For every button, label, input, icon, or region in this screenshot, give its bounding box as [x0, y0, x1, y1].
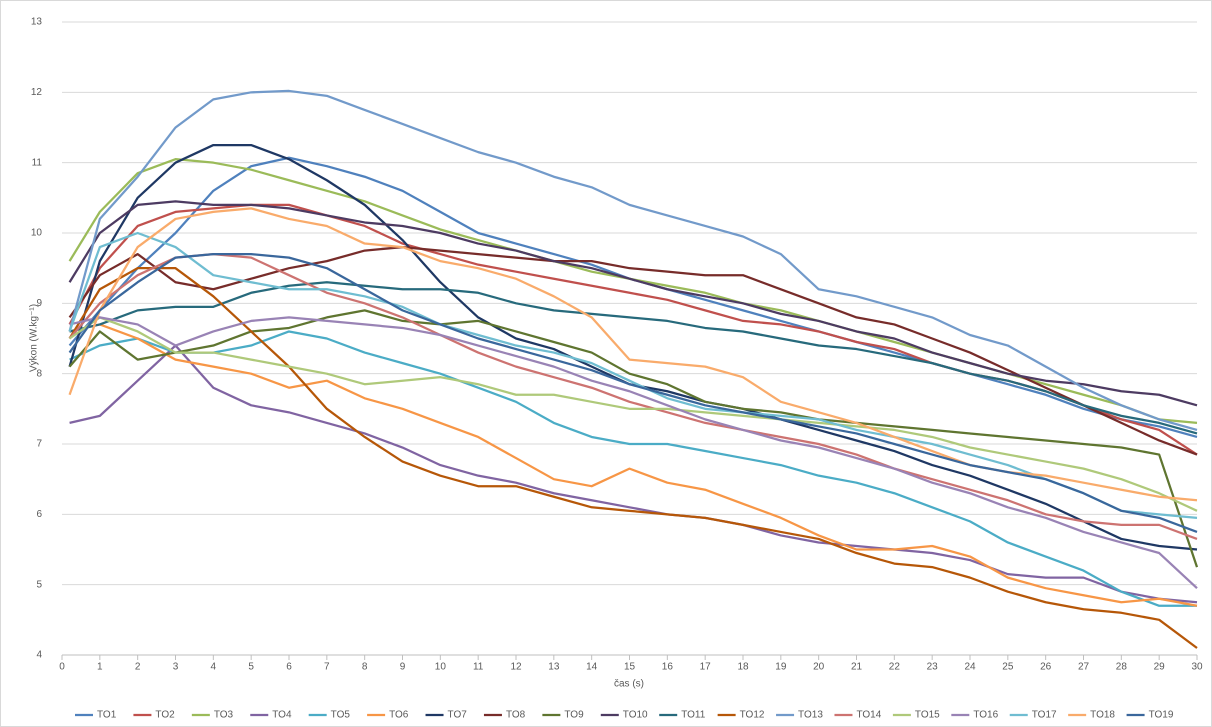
series-line — [69, 323, 1198, 607]
legend-label: TO12 — [740, 710, 765, 721]
x-tick-label: 13 — [548, 662, 560, 673]
x-tick-label: 5 — [248, 662, 254, 673]
x-tick-label: 19 — [775, 662, 787, 673]
legend-label: TO3 — [214, 710, 234, 721]
legend-label: TO9 — [564, 710, 584, 721]
series-line — [68, 200, 1198, 407]
y-tick-label: 4 — [36, 650, 42, 661]
legend-label: TO5 — [331, 710, 351, 721]
x-tick-label: 29 — [1154, 662, 1166, 673]
x-axis-label: čas (s) — [614, 679, 644, 690]
x-tick-label: 6 — [286, 662, 292, 673]
x-tick-label: 23 — [927, 662, 939, 673]
series-line — [69, 330, 1197, 607]
legend-label: TO14 — [856, 710, 881, 721]
x-tick-label: 8 — [362, 662, 368, 673]
legend-label: TO10 — [623, 710, 648, 721]
x-tick-label: 15 — [624, 662, 636, 673]
series-line — [68, 316, 1198, 512]
legend-label: TO18 — [1090, 710, 1115, 721]
series-line — [69, 344, 1198, 604]
x-tick-label: 30 — [1191, 662, 1203, 673]
y-axis-label: Výkon (W.kg⁻¹) — [29, 304, 40, 372]
legend-label: TO4 — [272, 710, 292, 721]
legend-label: TO19 — [1149, 710, 1174, 721]
series-line — [68, 231, 1198, 519]
x-tick-label: 17 — [700, 662, 712, 673]
legend-label: TO13 — [798, 710, 823, 721]
x-tick-label: 9 — [400, 662, 406, 673]
legend-label: TO6 — [389, 710, 409, 721]
x-tick-label: 28 — [1116, 662, 1128, 673]
x-tick-label: 3 — [173, 662, 179, 673]
x-tick-label: 2 — [135, 662, 141, 673]
y-tick-label: 10 — [31, 228, 43, 239]
x-tick-label: 4 — [211, 662, 217, 673]
x-tick-label: 21 — [851, 662, 863, 673]
legend-label: TO8 — [506, 710, 526, 721]
x-tick-label: 18 — [737, 662, 749, 673]
legend-label: TO15 — [915, 710, 940, 721]
y-tick-label: 8 — [36, 368, 42, 379]
legend-label: TO17 — [1032, 710, 1057, 721]
series-line — [68, 252, 1198, 541]
x-tick-label: 24 — [964, 662, 976, 673]
x-tick-label: 20 — [813, 662, 825, 673]
x-tick-label: 0 — [59, 662, 65, 673]
x-tick-label: 27 — [1078, 662, 1090, 673]
series-line — [68, 245, 1198, 456]
series-line — [68, 252, 1198, 533]
legend-label: TO2 — [155, 710, 175, 721]
legend-label: TO16 — [973, 710, 998, 721]
legend-label: TO1 — [97, 710, 117, 721]
x-tick-label: 26 — [1040, 662, 1052, 673]
series-line — [68, 89, 1198, 432]
x-tick-label: 22 — [889, 662, 901, 673]
y-tick-label: 9 — [36, 298, 42, 309]
x-tick-label: 11 — [473, 662, 484, 673]
x-tick-label: 16 — [662, 662, 674, 673]
series-line — [69, 281, 1198, 435]
x-tick-label: 14 — [586, 662, 598, 673]
x-tick-label: 7 — [324, 662, 330, 673]
x-tick-label: 12 — [510, 662, 522, 673]
y-tick-label: 5 — [36, 579, 42, 590]
x-tick-label: 1 — [97, 662, 103, 673]
series-line — [68, 267, 1198, 649]
legend-label: TO7 — [448, 710, 468, 721]
y-tick-label: 11 — [32, 157, 43, 168]
legend-label: TO11 — [681, 710, 706, 721]
y-tick-label: 12 — [31, 87, 43, 98]
x-tick-label: 10 — [435, 662, 447, 673]
series-line — [69, 316, 1198, 590]
y-tick-label: 7 — [36, 439, 42, 450]
x-tick-label: 25 — [1002, 662, 1014, 673]
y-tick-label: 6 — [36, 509, 42, 520]
y-tick-label: 13 — [31, 17, 43, 28]
